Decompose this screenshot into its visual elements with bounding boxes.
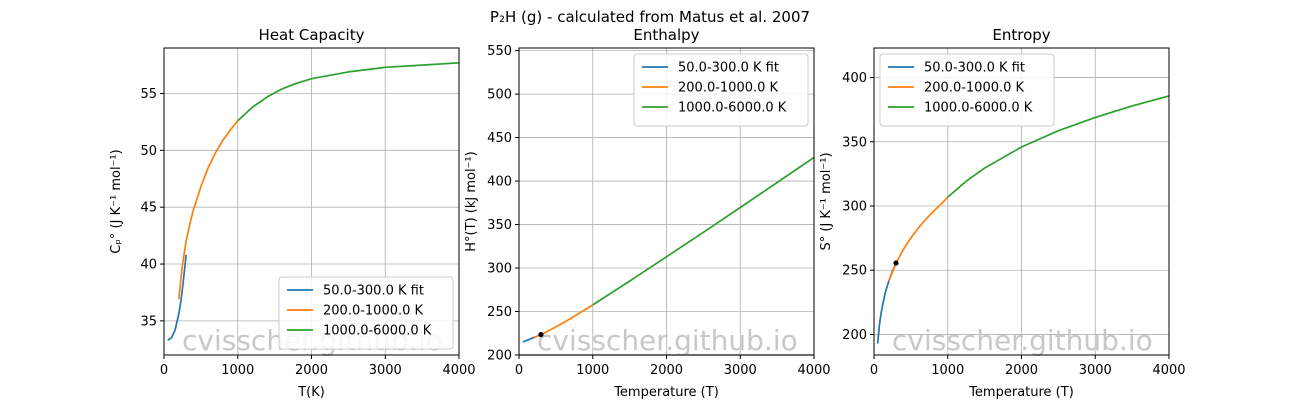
y-tick-label: 350 [487,218,512,233]
x-tick-label: 2000 [295,363,328,378]
x-tick-label: 1000 [221,363,254,378]
y-tick-label: 40 [140,258,157,273]
panels: cvisscher.github.io010002000300040003540… [109,26,1186,400]
legend-label-2: 200.0-1000.0 K [924,81,1025,96]
y-tick-label: 45 [140,201,157,216]
series-line-1 [167,254,187,341]
panel-title: Entropy [992,26,1050,44]
series-group [167,61,459,341]
series-line-3 [592,156,814,306]
reference-point [538,331,544,338]
y-tick-label: 400 [842,71,867,86]
series-line-2 [888,196,949,282]
x-tick-label: 0 [515,363,523,378]
y-tick-label: 55 [140,87,157,102]
y-tick-label: 400 [487,175,512,190]
y-tick-label: 350 [842,135,867,150]
y-tick-label: 500 [487,88,512,103]
legend-label-1: 50.0-300.0 K fit [924,61,1025,76]
legend-box [278,276,454,350]
x-tick-label: 1000 [576,363,609,378]
legend-label-2: 200.0-1000.0 K [323,304,424,319]
x-tick-label: 0 [870,363,878,378]
y-tick-label: 200 [487,349,512,364]
x-tick-label: 1000 [931,363,964,378]
series-line-3 [237,61,459,122]
legend-box [879,53,1055,127]
legend-label-1: 50.0-300.0 K fit [678,61,779,76]
series-line-2 [177,120,239,300]
x-axis-label: T(K) [297,385,325,400]
y-tick-label: 50 [140,144,157,159]
panel-1: cvisscher.github.io010002000300040003540… [109,26,476,400]
panel-2: cvisscher.github.io 0 1000 2000 3000 4000 200 2… [464,26,831,400]
y-tick-label: 250 [842,264,867,279]
panel-title: Heat Capacity [259,26,365,44]
series-line-3 [947,95,1169,198]
y-tick-label: 35 [140,314,157,329]
x-tick-label: 4000 [797,363,830,378]
series-group [522,156,814,343]
x-tick-label: 2000 [1005,363,1038,378]
legend-label-3: 1000.0-6000.0 K [323,324,432,339]
legend-label-2: 200.0-1000.0 K [678,81,779,96]
y-tick-label: 200 [842,328,867,343]
legend-label-1: 50.0-300.0 K fit [323,284,424,299]
figure-suptitle: P₂H (g) - calculated from Matus et al. 2… [490,8,810,26]
legend: 50.0-300.0 K fit 200.0-1000.0 K 1000.0-600… [278,276,454,350]
panel-title: Enthalpy [633,26,699,44]
y-tick-label: 550 [487,44,512,59]
x-tick-label: 4000 [1152,363,1185,378]
x-tick-label: 3000 [369,363,402,378]
x-tick-label: 3000 [724,363,757,378]
y-axis-label: S° (J K⁻¹ mol⁻¹) [819,152,834,250]
legend-box [633,53,809,127]
y-axis-label: H°(T) (kJ mol⁻¹) [464,151,479,251]
y-tick-label: 300 [842,199,867,214]
y-axis-label: Cₚ° (J K⁻¹ mol⁻¹) [109,149,124,253]
x-tick-label: 0 [160,363,168,378]
legend-label-3: 1000.0-6000.0 K [678,101,787,116]
y-tick-label: 250 [487,305,512,320]
legend: 50.0-300.0 K fit 200.0-1000.0 K 1000.0-600… [633,53,809,127]
x-tick-label: 4000 [442,363,475,378]
x-axis-label: Temperature (T) [613,385,719,400]
legend-label-3: 1000.0-6000.0 K [924,101,1033,116]
y-tick-label: 300 [487,262,512,277]
reference-point [893,260,899,266]
panel-3: cvisscher.github.io 0 1000 2000 3000 4000 200 2… [819,26,1186,400]
x-tick-label: 2000 [650,363,683,378]
watermark-text: cvisscher.github.io [537,324,798,357]
series-group [876,95,1169,344]
legend: 50.0-300.0 K fit 200.0-1000.0 K 1000.0-600… [879,53,1055,127]
y-tick-label: 450 [487,131,512,146]
series-line-2 [533,304,594,339]
watermark-text: cvisscher.github.io [892,324,1153,357]
x-tick-label: 3000 [1079,363,1112,378]
x-axis-label: Temperature (T) [968,385,1074,400]
